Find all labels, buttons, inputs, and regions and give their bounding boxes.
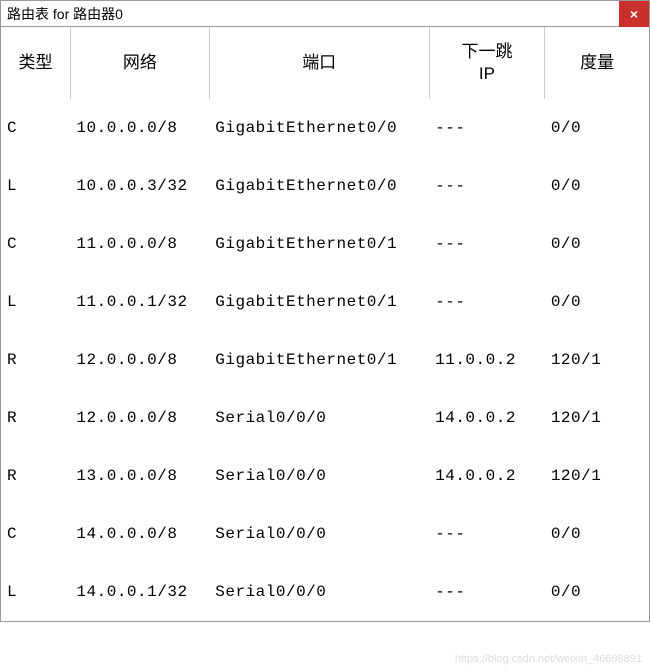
cell-next_hop: 14.0.0.2 <box>429 389 545 447</box>
cell-network: 13.0.0.0/8 <box>70 447 209 505</box>
table-row: R13.0.0.0/8Serial0/0/014.0.0.2120/1 <box>1 447 649 505</box>
cell-network: 11.0.0.1/32 <box>70 273 209 331</box>
cell-network: 14.0.0.1/32 <box>70 563 209 621</box>
col-type: 类型 <box>1 27 70 99</box>
cell-type: R <box>1 447 70 505</box>
col-nexthop: 下一跳 IP <box>429 27 545 99</box>
routing-table-window: 路由表 for 路由器0 × 类型 网络 端口 下一跳 IP 度量 C10.0.… <box>0 0 650 622</box>
cell-port: GigabitEthernet0/0 <box>209 99 429 157</box>
cell-port: GigabitEthernet0/0 <box>209 157 429 215</box>
cell-next_hop: --- <box>429 215 545 273</box>
cell-type: C <box>1 215 70 273</box>
cell-network: 11.0.0.0/8 <box>70 215 209 273</box>
cell-metric: 0/0 <box>545 99 649 157</box>
cell-next_hop: --- <box>429 505 545 563</box>
cell-type: L <box>1 273 70 331</box>
col-network: 网络 <box>70 27 209 99</box>
cell-port: GigabitEthernet0/1 <box>209 273 429 331</box>
titlebar: 路由表 for 路由器0 × <box>1 1 649 27</box>
close-button[interactable]: × <box>619 1 649 27</box>
cell-type: R <box>1 331 70 389</box>
col-metric: 度量 <box>545 27 649 99</box>
cell-metric: 120/1 <box>545 389 649 447</box>
cell-metric: 0/0 <box>545 563 649 621</box>
cell-next_hop: --- <box>429 273 545 331</box>
cell-type: C <box>1 505 70 563</box>
cell-metric: 0/0 <box>545 157 649 215</box>
cell-type: L <box>1 157 70 215</box>
close-icon: × <box>630 6 638 22</box>
cell-metric: 0/0 <box>545 273 649 331</box>
cell-network: 10.0.0.0/8 <box>70 99 209 157</box>
cell-type: L <box>1 563 70 621</box>
col-port: 端口 <box>209 27 429 99</box>
table-row: C14.0.0.0/8Serial0/0/0---0/0 <box>1 505 649 563</box>
cell-port: Serial0/0/0 <box>209 389 429 447</box>
table-container: 类型 网络 端口 下一跳 IP 度量 C10.0.0.0/8GigabitEth… <box>1 27 649 621</box>
table-header-row: 类型 网络 端口 下一跳 IP 度量 <box>1 27 649 99</box>
cell-type: R <box>1 389 70 447</box>
cell-port: Serial0/0/0 <box>209 563 429 621</box>
table-row: L14.0.0.1/32Serial0/0/0---0/0 <box>1 563 649 621</box>
watermark-text: https://blog.csdn.net/weixin_46698891 <box>455 653 642 665</box>
cell-next_hop: --- <box>429 563 545 621</box>
cell-next_hop: 11.0.0.2 <box>429 331 545 389</box>
window-title: 路由表 for 路由器0 <box>7 4 123 24</box>
cell-next_hop: 14.0.0.2 <box>429 447 545 505</box>
table-row: R12.0.0.0/8GigabitEthernet0/111.0.0.2120… <box>1 331 649 389</box>
cell-metric: 120/1 <box>545 331 649 389</box>
table-row: R12.0.0.0/8Serial0/0/014.0.0.2120/1 <box>1 389 649 447</box>
cell-metric: 120/1 <box>545 447 649 505</box>
cell-network: 12.0.0.0/8 <box>70 389 209 447</box>
table-row: L10.0.0.3/32GigabitEthernet0/0---0/0 <box>1 157 649 215</box>
cell-port: Serial0/0/0 <box>209 505 429 563</box>
cell-network: 14.0.0.0/8 <box>70 505 209 563</box>
table-row: L11.0.0.1/32GigabitEthernet0/1---0/0 <box>1 273 649 331</box>
cell-port: GigabitEthernet0/1 <box>209 331 429 389</box>
cell-metric: 0/0 <box>545 215 649 273</box>
cell-metric: 0/0 <box>545 505 649 563</box>
table-row: C10.0.0.0/8GigabitEthernet0/0---0/0 <box>1 99 649 157</box>
cell-network: 12.0.0.0/8 <box>70 331 209 389</box>
cell-next_hop: --- <box>429 99 545 157</box>
cell-network: 10.0.0.3/32 <box>70 157 209 215</box>
cell-port: GigabitEthernet0/1 <box>209 215 429 273</box>
cell-type: C <box>1 99 70 157</box>
routing-table: 类型 网络 端口 下一跳 IP 度量 C10.0.0.0/8GigabitEth… <box>1 27 649 621</box>
cell-next_hop: --- <box>429 157 545 215</box>
cell-port: Serial0/0/0 <box>209 447 429 505</box>
table-row: C11.0.0.0/8GigabitEthernet0/1---0/0 <box>1 215 649 273</box>
